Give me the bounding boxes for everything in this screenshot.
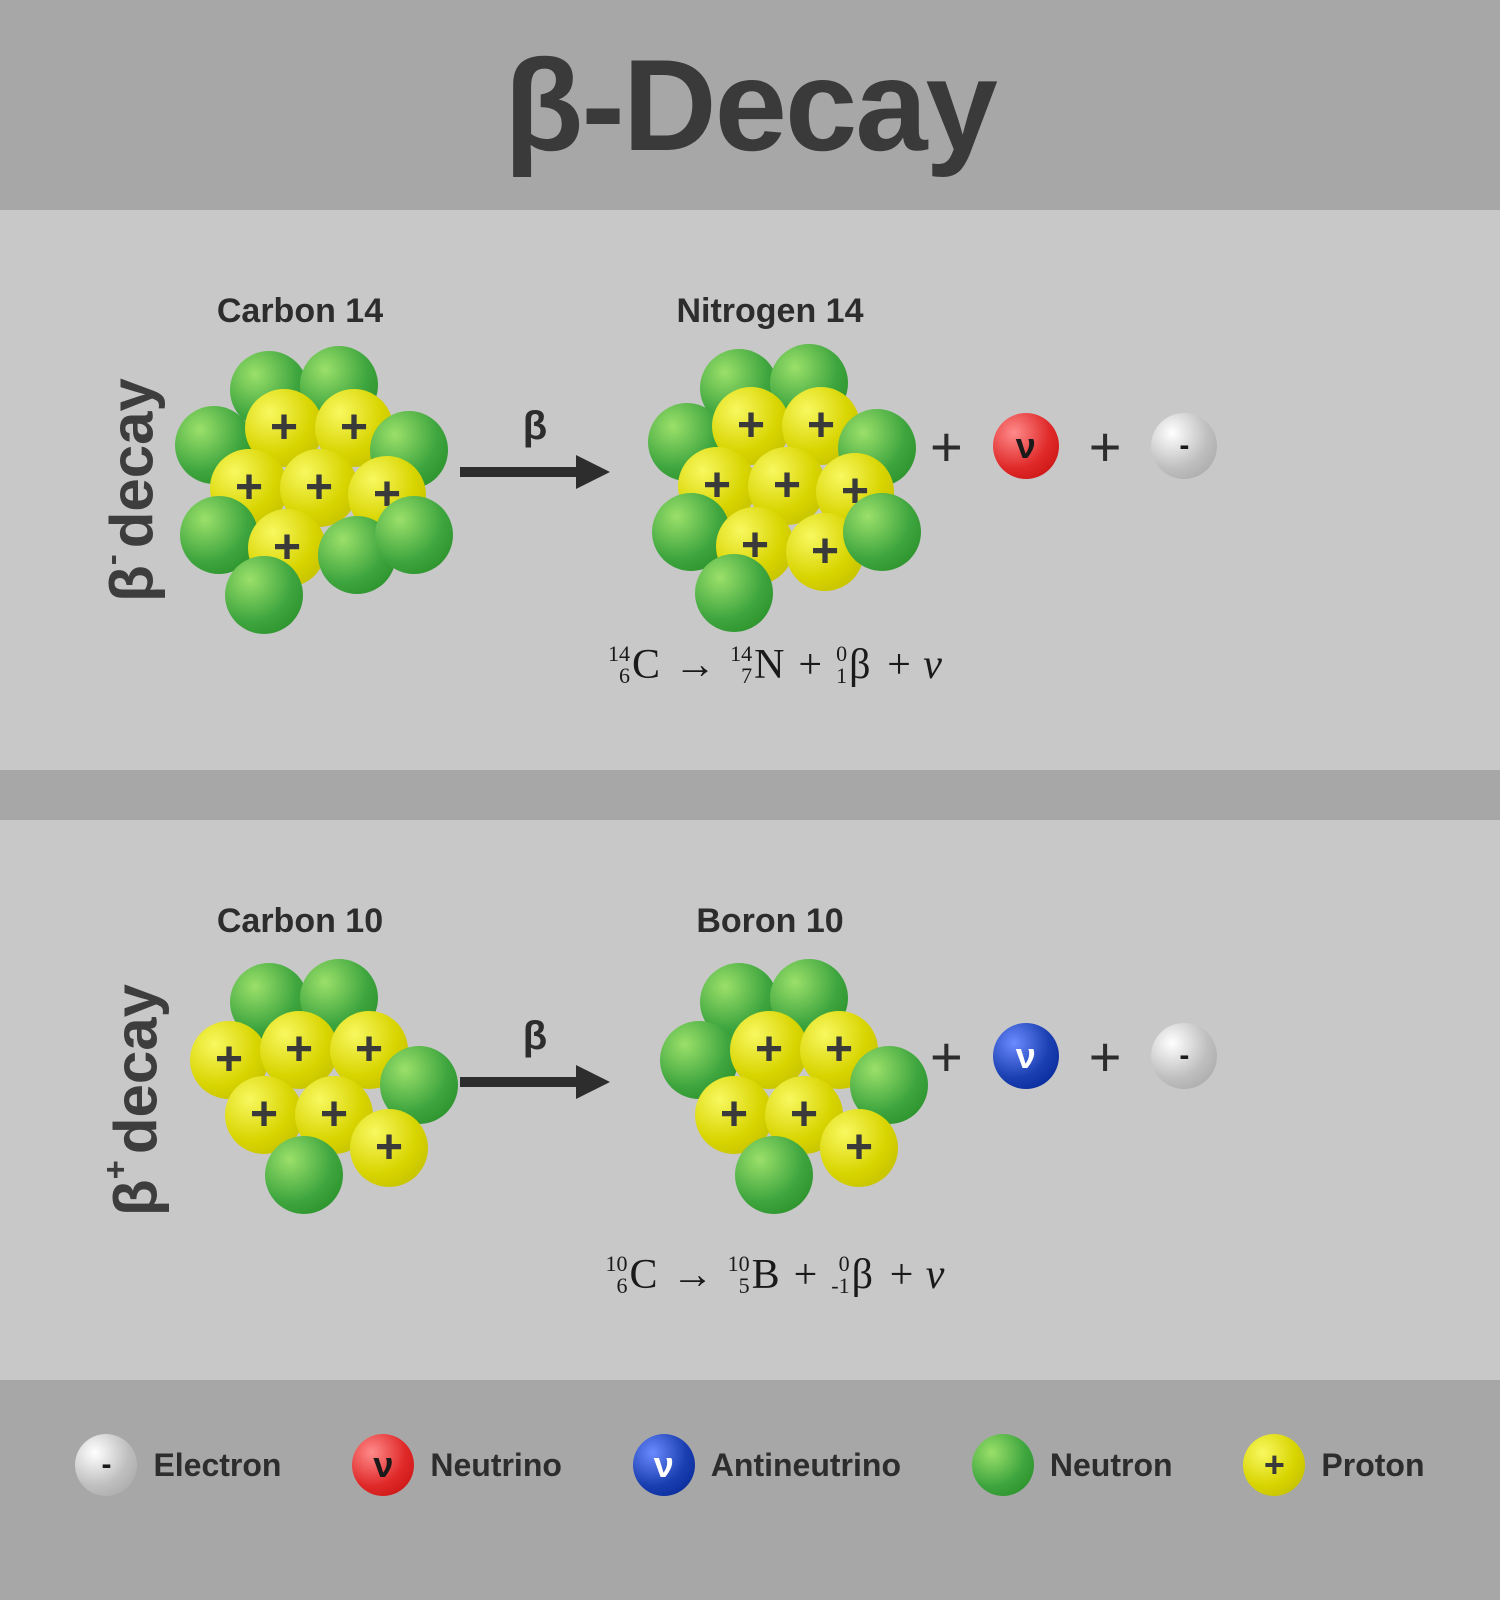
antineutrino-icon: ν — [633, 1434, 695, 1496]
nucleus-label: Carbon 10 — [217, 902, 383, 941]
neutron-particle — [695, 554, 773, 632]
legend-label: Electron — [153, 1447, 281, 1484]
decay-equation: 146C→147N+01β+ ν — [170, 641, 1460, 689]
arrow-icon — [460, 455, 610, 489]
beta-symbol: β — [523, 404, 547, 449]
electron-particle: - — [1151, 413, 1217, 479]
nucleus-label: Boron 10 — [696, 902, 843, 941]
neutron-particle — [735, 1136, 813, 1214]
neutrino-particle: ν — [993, 413, 1059, 479]
legend-label: Neutron — [1050, 1447, 1173, 1484]
equation-arrow: → — [674, 641, 716, 689]
isotope-notation: 105B — [728, 1251, 780, 1299]
beta-plus-panel: β+decayCarbon 10++++++βBoron 10++++++ν+-… — [0, 820, 1500, 1380]
nucleus: ++++++ — [170, 951, 430, 1211]
nucleus: +++++ — [640, 951, 900, 1211]
neutron-particle — [843, 493, 921, 571]
isotope-notation: 147N — [730, 641, 784, 689]
plus-sign: + — [1089, 414, 1122, 479]
plus-sign: + — [930, 1024, 963, 1089]
proton-icon: + — [1243, 1434, 1305, 1496]
arrow-icon — [460, 1065, 610, 1099]
neutron-icon — [972, 1434, 1034, 1496]
decay-arrow: β — [460, 1014, 610, 1099]
beta-minus-panel: β-decayCarbon 14++++++βNitrogen 14++++++… — [0, 210, 1500, 770]
nucleus-block: Carbon 10 ++++++ — [170, 902, 430, 1211]
nucleus-label: Carbon 14 — [217, 292, 383, 331]
legend-item-proton: + Proton — [1243, 1434, 1424, 1496]
legend-item-neutron: Neutron — [972, 1434, 1173, 1496]
proton-particle: + — [820, 1109, 898, 1187]
antineutrino-particle: ν — [993, 1023, 1059, 1089]
isotope-notation: 01β — [836, 641, 870, 689]
nucleus: +++++++ — [640, 341, 900, 601]
nucleus-label: Nitrogen 14 — [676, 292, 863, 331]
legend-item-antineutrino: ν Antineutrino — [633, 1434, 901, 1496]
legend-label: Neutrino — [430, 1447, 562, 1484]
legend-band: -Electron ν Neutrino ν Antineutrino Neutron + P… — [0, 1380, 1500, 1550]
isotope-notation: 0-1β — [831, 1251, 873, 1299]
neutron-particle — [375, 496, 453, 574]
electron-particle: - — [1151, 1023, 1217, 1089]
panel-content: Carbon 10++++++βBoron 10++++++ν+-106C→10… — [140, 820, 1500, 1380]
reaction-row: Carbon 14++++++βNitrogen 14++++++++ν+- — [170, 292, 1460, 601]
beta-symbol: β — [523, 1014, 547, 1059]
proton-particle: + — [350, 1109, 428, 1187]
beta-decay-diagram: β-Decay β-decayCarbon 14++++++βNitrogen … — [0, 0, 1500, 1600]
decay-equation: 106C→105B+0-1β+ ν — [170, 1251, 1460, 1299]
panel-side-label: β-decay — [97, 378, 166, 602]
decay-arrow: β — [460, 404, 610, 489]
legend-label: Antineutrino — [711, 1447, 901, 1484]
plus-sign: + — [1089, 1024, 1122, 1089]
isotope-notation: 146C — [608, 641, 660, 689]
page-title: β-Decay — [504, 32, 996, 178]
isotope-notation: 106C — [606, 1251, 658, 1299]
legend-label: Proton — [1321, 1447, 1424, 1484]
legend-item-electron: -Electron — [75, 1434, 281, 1496]
neutron-particle — [225, 556, 303, 634]
neutrino-icon: ν — [352, 1434, 414, 1496]
plus-sign: + — [930, 414, 963, 479]
equation-arrow: → — [672, 1251, 714, 1299]
title-band: β-Decay — [0, 0, 1500, 210]
neutron-particle — [265, 1136, 343, 1214]
nucleus-block: Carbon 14 ++++++ — [170, 292, 430, 601]
nucleus: ++++++ — [170, 341, 430, 601]
panel-content: Carbon 14++++++βNitrogen 14++++++++ν+-14… — [140, 210, 1500, 770]
panel-side-label: β+decay — [102, 984, 171, 1216]
legend-item-neutrino: ν Neutrino — [352, 1434, 562, 1496]
electron-icon: - — [75, 1434, 137, 1496]
nucleus-block: Boron 10 +++++ — [640, 902, 900, 1211]
reaction-row: Carbon 10++++++βBoron 10++++++ν+- — [170, 902, 1460, 1211]
panel-divider — [0, 770, 1500, 820]
nucleus-block: Nitrogen 14 +++++++ — [640, 292, 900, 601]
